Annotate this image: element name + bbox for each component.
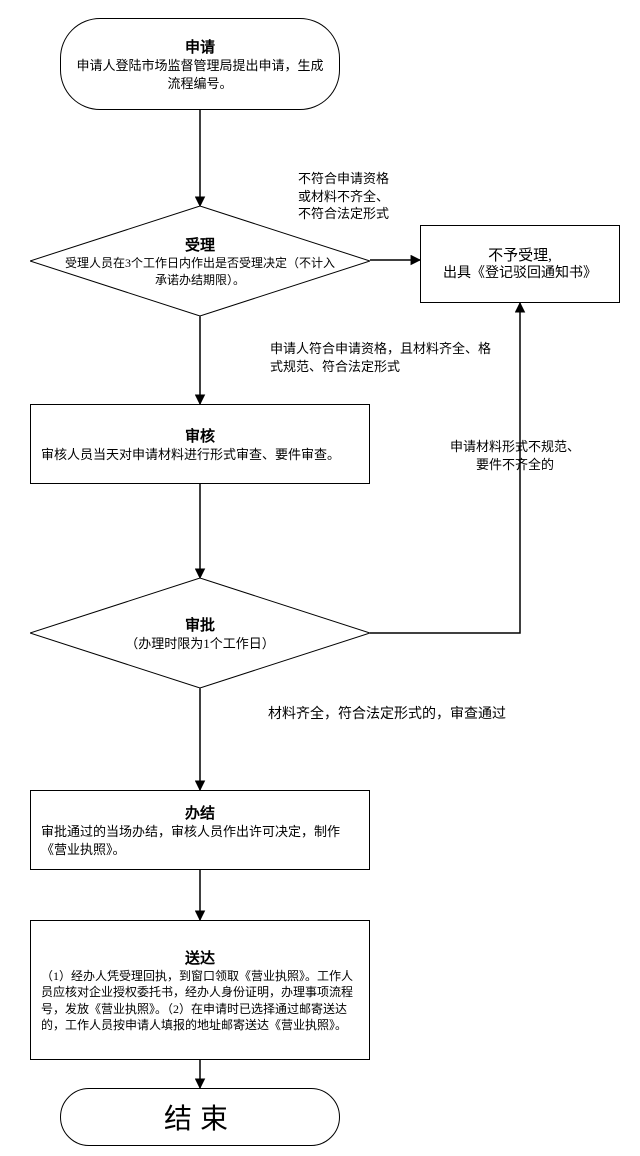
node-finish: 办结 审批通过的当场办结，审核人员作出许可决定，制作《营业执照》。 bbox=[30, 790, 370, 870]
node-deliver: 送达 （1）经办人凭受理回执，到窗口领取《营业执照》。工作人员应核对企业授权委托… bbox=[30, 920, 370, 1060]
node-reject-title: 不予受理, bbox=[488, 244, 552, 265]
node-review-body: 审核人员当天对申请材料进行形式审查、要件审查。 bbox=[41, 446, 340, 464]
node-reject: 不予受理, 出具《登记驳回通知书》 bbox=[420, 225, 620, 303]
node-apply-body: 申请人登陆市场监督管理局提出申请，生成流程编号。 bbox=[71, 57, 329, 92]
node-approve-title: 审批 bbox=[185, 614, 215, 635]
node-reject-body: 出具《登记驳回通知书》 bbox=[443, 265, 597, 284]
node-accept-body: 受理人员在3个工作日内作出是否受理决定（不计入承诺办结期限）。 bbox=[60, 255, 340, 287]
node-approve: 审批 （办理时限为1个工作日） bbox=[30, 578, 370, 688]
node-finish-body: 审批通过的当场办结，审核人员作出许可决定，制作《营业执照》。 bbox=[41, 823, 359, 858]
node-deliver-title: 送达 bbox=[185, 947, 215, 968]
node-review: 审核 审核人员当天对申请材料进行形式审查、要件审查。 bbox=[30, 404, 370, 484]
edge-label-approve-finish: 材料齐全，符合法定形式的，审查通过 bbox=[252, 706, 522, 725]
flowchart-canvas: 申请 申请人登陆市场监督管理局提出申请，生成流程编号。 受理 受理人员在3个工作… bbox=[0, 0, 640, 1156]
node-apply: 申请 申请人登陆市场监督管理局提出申请，生成流程编号。 bbox=[60, 18, 340, 110]
node-finish-title: 办结 bbox=[185, 802, 215, 823]
edge-label-accept-review: 申请人符合申请资格，且材料齐全、格式规范、符合法定形式 bbox=[270, 340, 500, 375]
node-accept-title: 受理 bbox=[185, 234, 215, 255]
node-end: 结束 bbox=[60, 1088, 340, 1146]
edge-label-approve-reject: 申请材料形式不规范、要件不齐全的 bbox=[420, 438, 610, 473]
node-apply-title: 申请 bbox=[185, 36, 215, 57]
node-review-title: 审核 bbox=[185, 425, 215, 446]
edge-label-accept-reject: 不符合申请资格或材料不齐全、不符合法定形式 bbox=[298, 170, 468, 223]
node-approve-body: （办理时限为1个工作日） bbox=[125, 635, 275, 653]
node-end-title: 结束 bbox=[164, 1097, 236, 1137]
node-deliver-body: （1）经办人凭受理回执，到窗口领取《营业执照》。工作人员应核对企业授权委托书，经… bbox=[41, 968, 359, 1033]
